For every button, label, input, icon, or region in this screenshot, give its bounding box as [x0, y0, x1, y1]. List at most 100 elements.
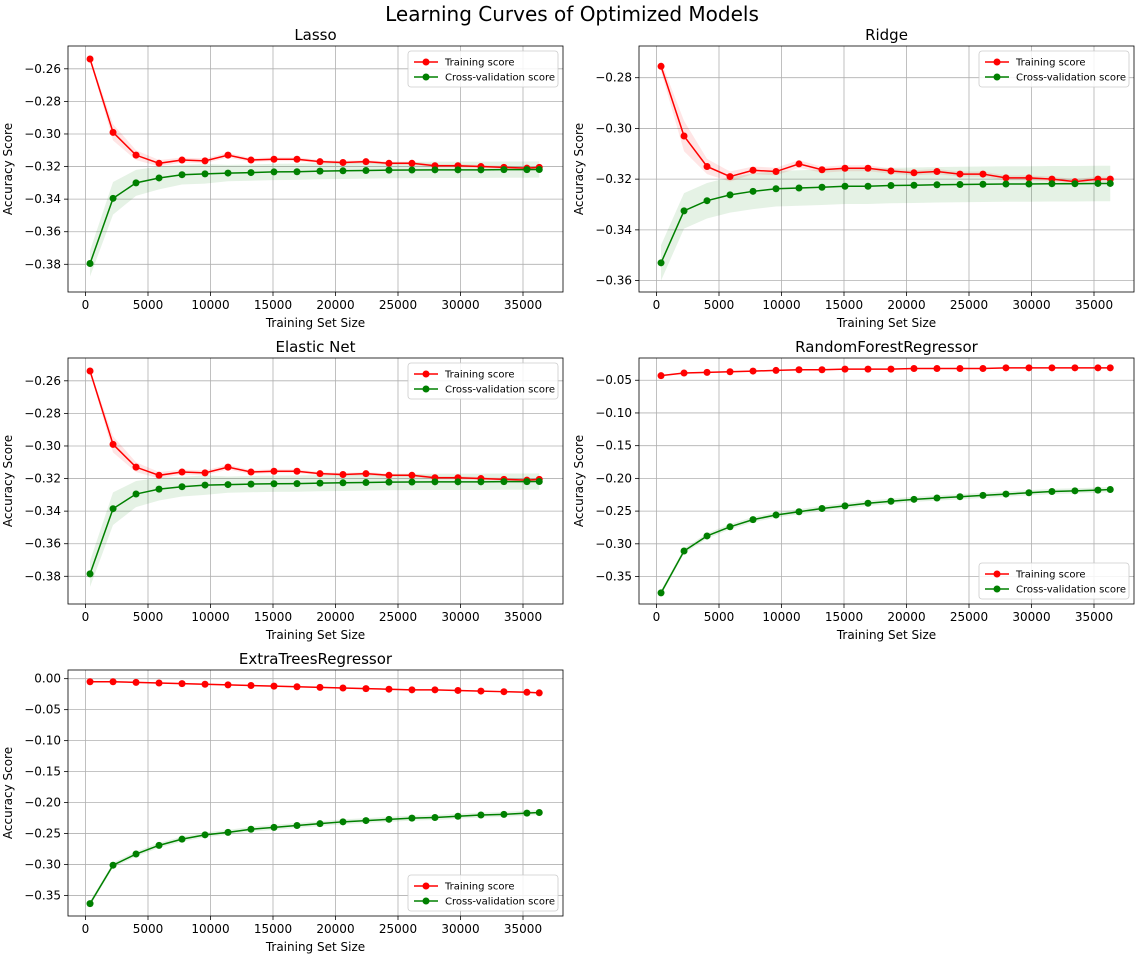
legend: Training score Cross-validation score [407, 362, 559, 400]
cv-score-point [523, 809, 531, 817]
cv-score-point [477, 811, 485, 819]
cv-score-point [408, 166, 416, 174]
legend-label-cv: Cross-validation score [445, 73, 555, 84]
cv-score-point [431, 478, 439, 486]
x-tick-label: 10000 [762, 298, 800, 312]
cv-score-point [500, 478, 508, 486]
cv-score-point [224, 828, 232, 836]
training-score-point [726, 368, 734, 376]
training-score-point [201, 157, 209, 165]
training-score-point [818, 366, 826, 374]
legend-marker-cv [422, 385, 430, 393]
x-tick-label: 25000 [379, 298, 417, 312]
training-score-point [86, 367, 94, 375]
x-tick-label: 20000 [887, 610, 925, 624]
training-score-point [385, 471, 393, 479]
training-score-point [362, 685, 370, 693]
x-tick-label: 15000 [825, 610, 863, 624]
cv-score-point [535, 165, 543, 173]
x-tick-label: 0 [82, 922, 90, 936]
training-score-point [109, 128, 117, 136]
cv-score-point [795, 508, 803, 516]
axes-frame [67, 45, 564, 293]
cv-score-point [726, 191, 734, 199]
cv-score-point [155, 174, 163, 182]
training-score-point [657, 62, 665, 70]
y-tick-label: −0.32 [24, 160, 61, 174]
y-tick-label: 0.00 [34, 672, 61, 686]
y-tick-label: −0.20 [595, 471, 632, 485]
training-score-point [749, 166, 757, 174]
cv-score-point [657, 589, 665, 597]
cv-score-point [1048, 180, 1056, 188]
legend-label-training: Training score [444, 882, 515, 893]
y-tick-label: −0.05 [595, 373, 632, 387]
training-score-point [408, 471, 416, 479]
training-score-point [155, 679, 163, 687]
y-axis-label: Accuracy Score [1, 123, 15, 215]
training-score-point [726, 173, 734, 181]
training-score-point [316, 158, 324, 166]
x-tick-label: 25000 [379, 922, 417, 936]
cv-score-point [956, 180, 964, 188]
cv-score-point [201, 170, 209, 178]
training-score-point [132, 151, 140, 159]
training-score-point [979, 170, 987, 178]
legend-box [978, 50, 1130, 88]
cv-score-point [454, 166, 462, 174]
legend-box [978, 562, 1130, 600]
x-tick-label: 5000 [133, 922, 164, 936]
training-score-point [339, 470, 347, 478]
cv-score-point [680, 547, 688, 555]
cv-score-point [270, 823, 278, 831]
cv-score-point [841, 502, 849, 510]
training-score-point [178, 680, 186, 688]
x-tick-label: 35000 [504, 610, 542, 624]
x-tick-label: 15000 [254, 610, 292, 624]
x-tick-label: 0 [82, 610, 90, 624]
training-score-point [956, 364, 964, 372]
cv-score-band [90, 473, 540, 587]
subplot-2: 0 5000 10000 15000 20000 25000 30000 35000 −0.36… [572, 26, 1135, 330]
y-tick-label: −0.30 [24, 858, 61, 872]
cv-score-point [454, 478, 462, 486]
cv-score-point [535, 809, 543, 817]
x-tick-label: 10000 [762, 610, 800, 624]
legend-marker-training [993, 58, 1001, 66]
x-axis-label: Training Set Size [836, 628, 936, 642]
axes-frame [67, 357, 564, 605]
y-tick-label: −0.05 [24, 703, 61, 717]
cv-score-point [224, 169, 232, 177]
cv-score-point [132, 490, 140, 498]
training-score-point [247, 681, 255, 689]
cv-score-point [1094, 486, 1102, 494]
cv-score-point [362, 166, 370, 174]
training-score-point [270, 467, 278, 475]
x-axis-label: Training Set Size [265, 940, 365, 954]
cv-score-point [178, 835, 186, 843]
cv-score-point [657, 259, 665, 267]
cv-score-point [1002, 490, 1010, 498]
axes-frame [67, 669, 564, 917]
training-score-point [201, 680, 209, 688]
y-tick-label: −0.36 [24, 537, 61, 551]
cv-score-point [1071, 180, 1079, 188]
x-tick-label: 5000 [704, 298, 735, 312]
cv-score-point [132, 179, 140, 187]
legend-label-training: Training score [444, 370, 515, 381]
training-score-point [178, 468, 186, 476]
cv-score-point [535, 477, 543, 485]
training-score-point [178, 156, 186, 164]
cv-score-point [933, 494, 941, 502]
training-score-point [523, 688, 531, 696]
cv-score-point [979, 491, 987, 499]
cv-score-point [1106, 486, 1114, 494]
training-score-point [1025, 364, 1033, 372]
cv-score-point [1071, 487, 1079, 495]
cv-score-point [316, 820, 324, 828]
cv-score-point [155, 485, 163, 493]
training-score-band [90, 57, 540, 170]
y-tick-label: −0.34 [595, 223, 632, 237]
cv-score-point [864, 499, 872, 507]
